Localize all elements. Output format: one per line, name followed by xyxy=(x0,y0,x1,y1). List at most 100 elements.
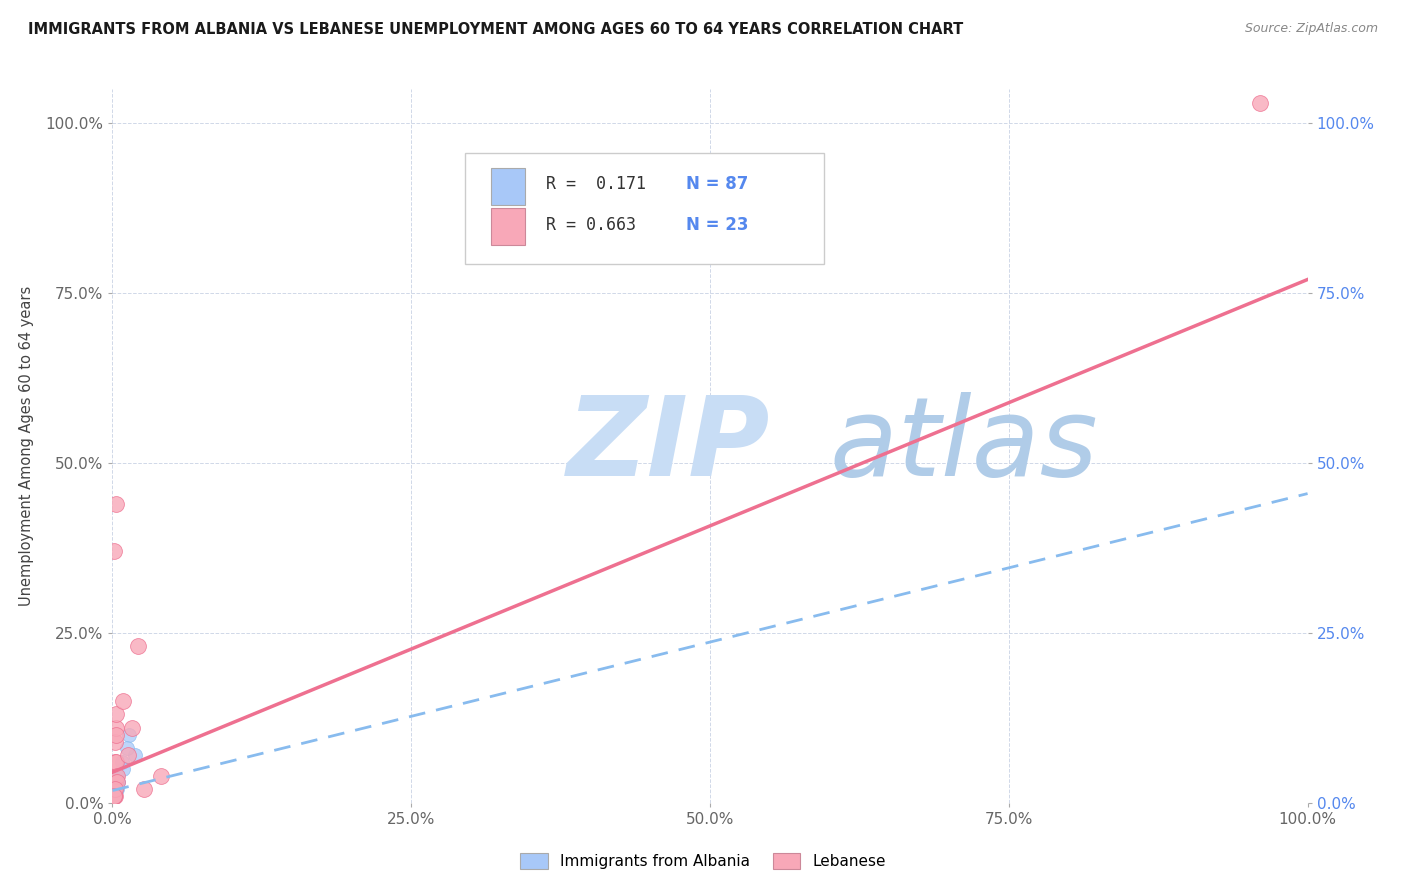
Point xyxy=(105,769,128,783)
Point xyxy=(104,782,127,797)
Point xyxy=(103,789,125,803)
Point xyxy=(105,775,128,789)
Point xyxy=(105,782,128,797)
Point xyxy=(105,707,128,722)
Point xyxy=(104,782,127,797)
Point xyxy=(105,769,128,783)
Point xyxy=(112,694,135,708)
Point xyxy=(105,782,128,797)
Point xyxy=(105,775,128,789)
Point xyxy=(105,775,128,789)
Point xyxy=(118,728,141,742)
Point xyxy=(112,762,135,776)
Point xyxy=(105,769,128,783)
Point xyxy=(103,789,125,803)
Point xyxy=(103,789,125,803)
Point xyxy=(121,721,143,735)
Point xyxy=(103,789,125,803)
Text: Source: ZipAtlas.com: Source: ZipAtlas.com xyxy=(1244,22,1378,36)
Point xyxy=(105,775,128,789)
Point xyxy=(103,789,125,803)
Point xyxy=(103,789,125,803)
Point xyxy=(103,789,125,803)
Point xyxy=(104,789,127,803)
Text: R = 0.663: R = 0.663 xyxy=(547,216,637,234)
Point xyxy=(104,782,127,797)
Point xyxy=(105,775,128,789)
Point xyxy=(105,775,128,789)
Point xyxy=(104,782,127,797)
Point xyxy=(104,782,127,797)
Point xyxy=(103,789,125,803)
Point xyxy=(104,782,127,797)
Point xyxy=(103,789,125,803)
FancyBboxPatch shape xyxy=(491,168,524,205)
Point xyxy=(103,789,125,803)
Point xyxy=(104,782,127,797)
Point xyxy=(103,782,125,797)
Point xyxy=(105,775,128,789)
Point xyxy=(105,769,128,783)
Point xyxy=(104,782,127,797)
Point xyxy=(104,782,127,797)
Point xyxy=(103,789,125,803)
Point xyxy=(103,789,125,803)
Point xyxy=(103,789,125,803)
Point xyxy=(105,775,128,789)
Point xyxy=(104,782,127,797)
Point xyxy=(104,782,127,797)
Point xyxy=(103,789,125,803)
Point xyxy=(105,755,128,769)
Point xyxy=(105,769,128,783)
Text: IMMIGRANTS FROM ALBANIA VS LEBANESE UNEMPLOYMENT AMONG AGES 60 TO 64 YEARS CORRE: IMMIGRANTS FROM ALBANIA VS LEBANESE UNEM… xyxy=(28,22,963,37)
Point xyxy=(104,782,127,797)
FancyBboxPatch shape xyxy=(465,153,824,264)
Point xyxy=(1249,95,1271,110)
Point xyxy=(104,782,127,797)
Point xyxy=(104,789,127,803)
Point xyxy=(105,782,128,797)
Point xyxy=(105,775,128,789)
Point xyxy=(103,789,125,803)
Point xyxy=(104,782,127,797)
Point xyxy=(117,748,139,763)
Point xyxy=(103,789,125,803)
Point xyxy=(105,775,128,789)
Point xyxy=(103,789,125,803)
Point xyxy=(104,775,127,789)
Point xyxy=(103,789,125,803)
Point xyxy=(104,789,127,803)
Point xyxy=(105,775,128,789)
Point xyxy=(103,789,125,803)
Text: R =  0.171: R = 0.171 xyxy=(547,175,647,193)
Point xyxy=(103,789,125,803)
FancyBboxPatch shape xyxy=(491,208,524,244)
Point xyxy=(104,782,127,797)
Point xyxy=(132,782,155,797)
Point xyxy=(104,782,127,797)
Point xyxy=(111,755,134,769)
Point xyxy=(105,769,128,783)
Point xyxy=(105,721,128,735)
Point xyxy=(105,775,128,789)
Point xyxy=(105,775,128,789)
Point xyxy=(104,782,127,797)
Point xyxy=(104,789,127,803)
Point xyxy=(104,782,127,797)
Point xyxy=(104,734,127,748)
Point xyxy=(127,640,149,654)
Point xyxy=(105,775,128,789)
Point xyxy=(104,782,127,797)
Point xyxy=(103,789,125,803)
Point xyxy=(104,782,127,797)
Point xyxy=(107,775,129,789)
Text: atlas: atlas xyxy=(830,392,1098,500)
Text: ZIP: ZIP xyxy=(567,392,770,500)
Point xyxy=(104,782,127,797)
Point xyxy=(104,782,127,797)
Point xyxy=(104,782,127,797)
Point xyxy=(103,782,125,797)
Y-axis label: Unemployment Among Ages 60 to 64 years: Unemployment Among Ages 60 to 64 years xyxy=(20,285,34,607)
Point xyxy=(104,782,127,797)
Legend: Immigrants from Albania, Lebanese: Immigrants from Albania, Lebanese xyxy=(515,847,891,875)
